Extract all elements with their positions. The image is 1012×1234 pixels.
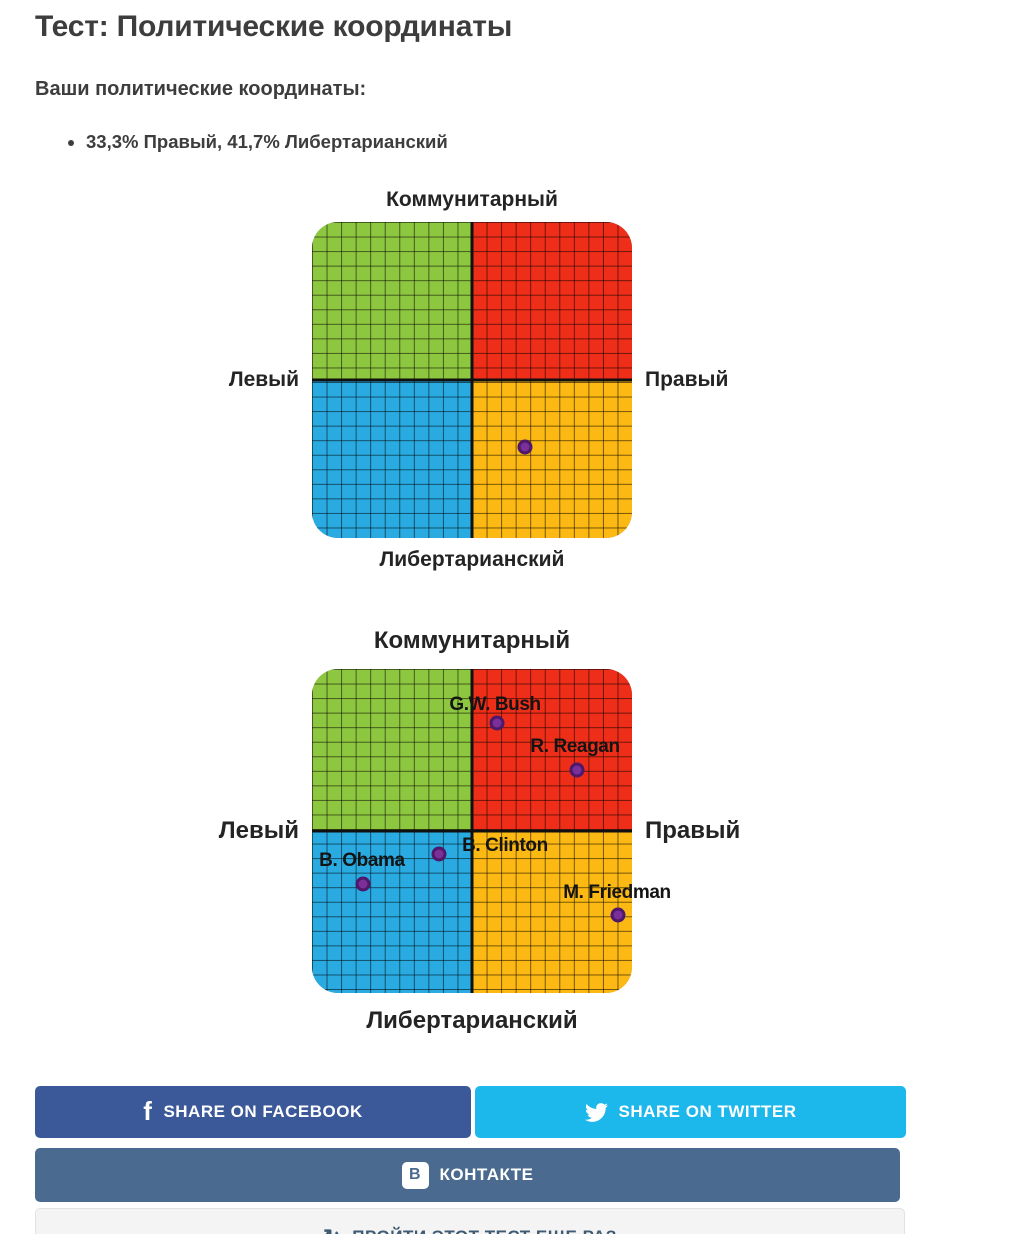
axis-label-libertarian: Либертарианский (366, 1007, 578, 1034)
retake-test-label: ПРОЙТИ ЭТОТ ТЕСТ ЕЩЕ РАЗ (352, 1227, 617, 1234)
share-vkontakte-label: КОНТАКТЕ (439, 1165, 534, 1184)
axis-label-left: Левый (218, 817, 299, 844)
compass-square (312, 669, 632, 993)
point-dot-user (517, 439, 533, 455)
compass-square (312, 222, 632, 538)
point-dot-clinton (431, 846, 447, 862)
axis-label-right: Правый (645, 817, 741, 844)
axis-label-libertarian: Либертарианский (379, 548, 565, 571)
results-heading: Ваши политические координаты: (35, 78, 367, 100)
twitter-icon (584, 1101, 608, 1124)
axis-label-communitarian: Коммунитарный (373, 627, 571, 654)
axis-label-right: Правый (645, 368, 729, 391)
compass-user-result: Коммунитарный Либертарианский Левый Прав… (229, 188, 729, 571)
point-dot-friedman (610, 907, 626, 923)
page-title: Тест: Политические координаты (35, 10, 513, 43)
compass-politicians: Коммунитарный Либертарианский Левый Прав… (219, 627, 740, 1034)
retake-test-button[interactable]: ↻ ПРОЙТИ ЭТОТ ТЕСТ ЕЩЕ РАЗ (35, 1208, 905, 1234)
facebook-icon: f (143, 1096, 153, 1126)
axis-label-communitarian: Коммунитарный (386, 188, 558, 211)
point-dot-bush (489, 715, 505, 731)
share-twitter-label: SHARE ON TWITTER (618, 1102, 797, 1121)
result-item: 33,3% Правый, 41,7% Либертарианский (86, 131, 448, 153)
refresh-icon: ↻ (323, 1227, 341, 1234)
vkontakte-icon: В (401, 1161, 429, 1189)
share-vkontakte-button[interactable]: В КОНТАКТЕ (35, 1148, 900, 1202)
share-facebook-button[interactable]: f SHARE ON FACEBOOK (35, 1086, 471, 1138)
point-dot-reagan (569, 762, 585, 778)
share-twitter-button[interactable]: SHARE ON TWITTER (475, 1086, 906, 1138)
results-list: 33,3% Правый, 41,7% Либертарианский (86, 131, 448, 153)
share-facebook-label: SHARE ON FACEBOOK (163, 1102, 363, 1121)
point-dot-obama (355, 876, 371, 892)
x-axis (312, 378, 632, 382)
axis-label-left: Левый (228, 368, 299, 391)
x-axis (312, 829, 632, 833)
vkontakte-icon-letter: В (408, 1166, 422, 1183)
